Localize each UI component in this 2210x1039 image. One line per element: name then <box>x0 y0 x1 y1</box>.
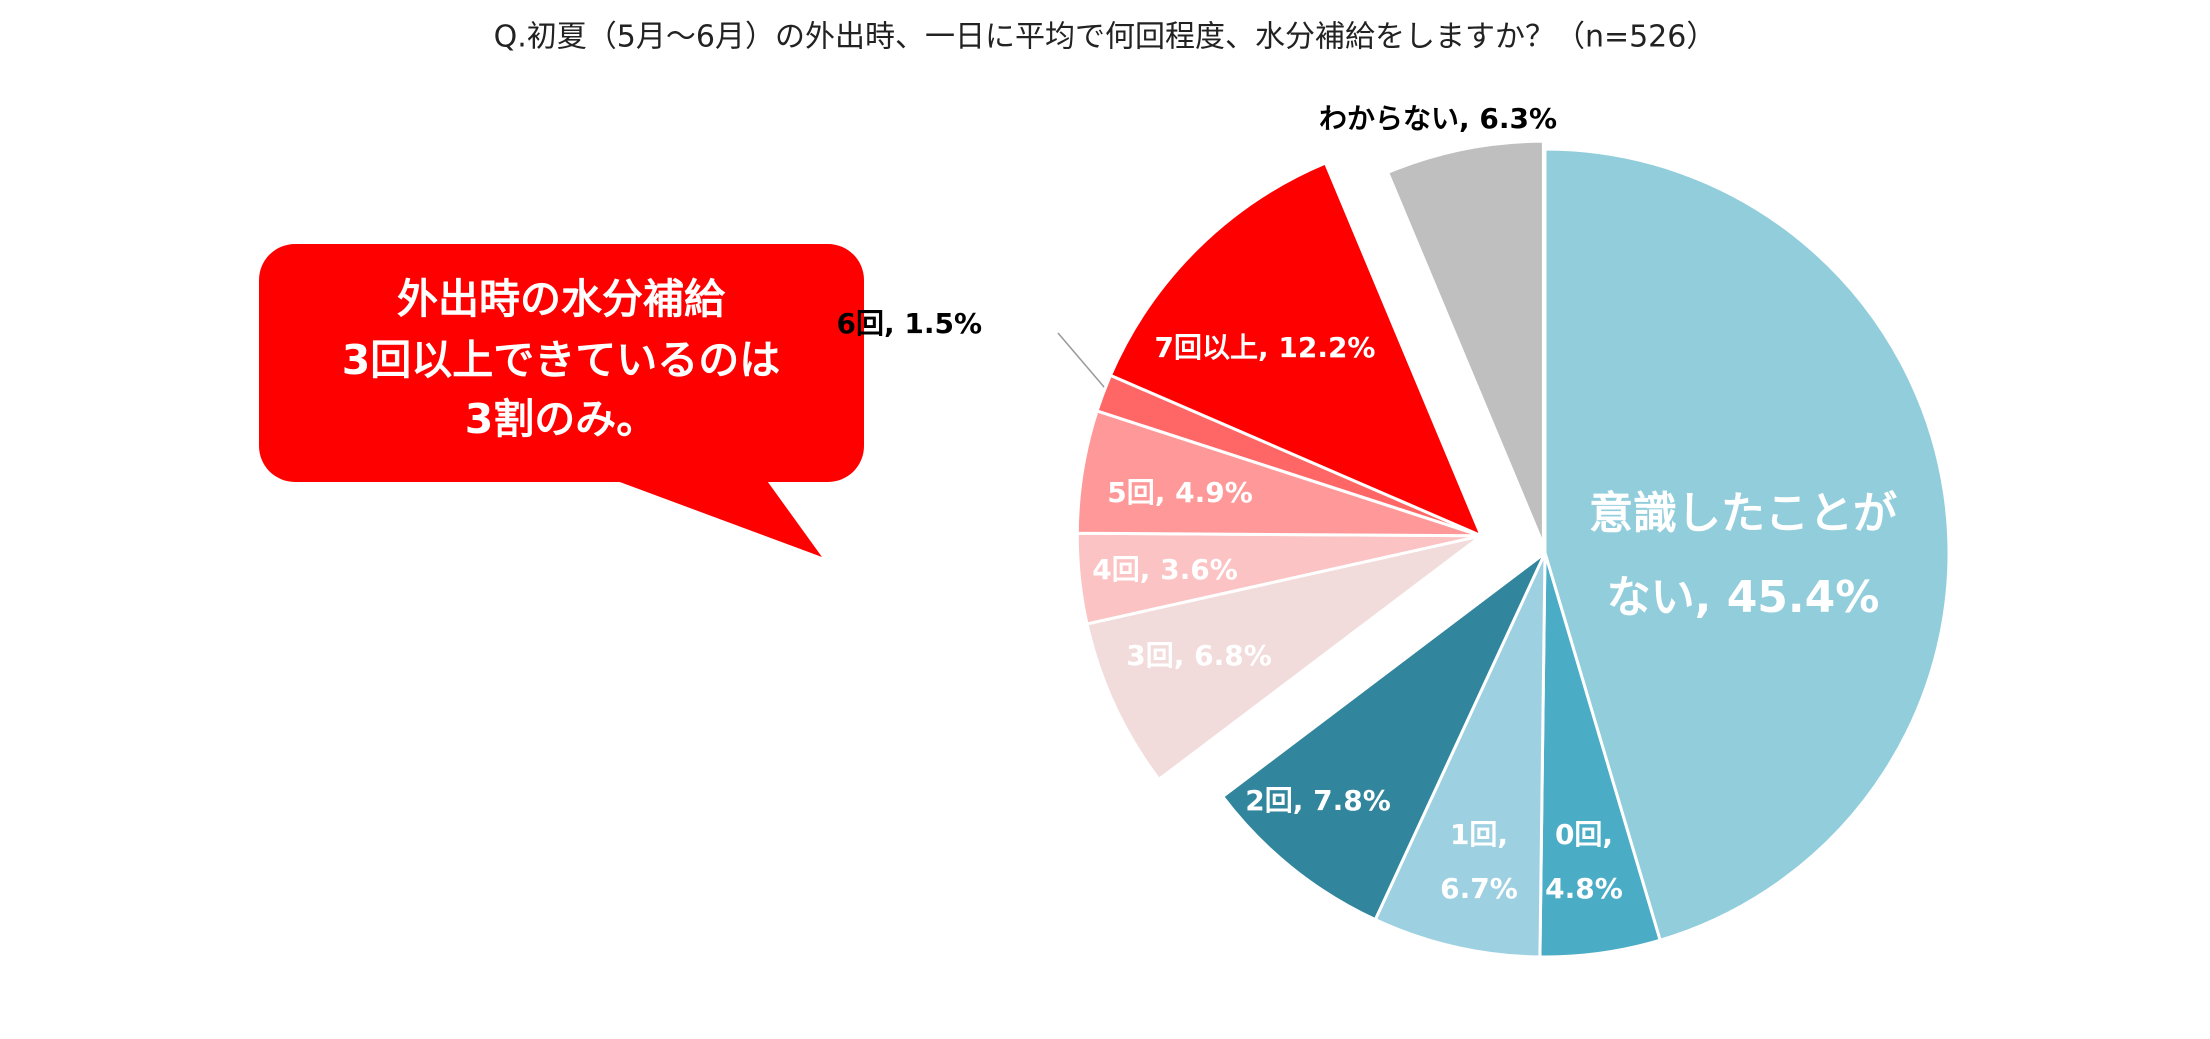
chart-title: Q.初夏（5月～6月）の外出時、一日に平均で何回程度、水分補給をしますか？（n=… <box>494 20 1717 55</box>
data-label: 6回, 1.5% <box>836 307 982 340</box>
data-label: 7回以上, 12.2% <box>1154 331 1375 364</box>
callout-text: 3回以上できているのは <box>342 336 781 384</box>
callout: 外出時の水分補給 3回以上できているのは 3割のみ。 <box>259 244 864 557</box>
callout-text: 3割のみ。 <box>465 395 658 443</box>
data-label: 1回, 6.7% <box>1440 818 1518 905</box>
leader-line <box>1057 332 1111 395</box>
data-label-line: 6.7% <box>1440 872 1518 905</box>
data-label: 4回, 3.6% <box>1092 553 1238 586</box>
data-label-line: 意識したことが <box>1589 488 1897 539</box>
data-label: 意識したことがない, 45.4% <box>1589 488 1897 623</box>
pie-slice <box>1373 552 1547 959</box>
callout-tail <box>609 478 822 557</box>
data-label: わからない, 6.3% <box>1319 102 1557 135</box>
data-label-line: 0回, <box>1555 818 1613 851</box>
callout-box <box>259 244 864 482</box>
pie-slice <box>1220 551 1547 922</box>
pie-slice <box>1543 147 1951 943</box>
data-label: 2回, 7.8% <box>1245 784 1391 817</box>
data-label-line: ない, 45.4% <box>1607 572 1880 623</box>
data-label: 0回, 4.8% <box>1545 818 1623 905</box>
pie-slice <box>1385 139 1545 546</box>
pie-slice <box>1085 534 1483 782</box>
data-label: 3回, 6.8% <box>1126 639 1272 672</box>
pie-slice <box>1108 161 1485 539</box>
data-label-line: 1回, <box>1450 818 1508 851</box>
data-label-line: 4.8% <box>1545 872 1623 905</box>
data-label: 5回, 4.9% <box>1107 476 1253 509</box>
callout-text: 外出時の水分補給 <box>397 275 726 323</box>
